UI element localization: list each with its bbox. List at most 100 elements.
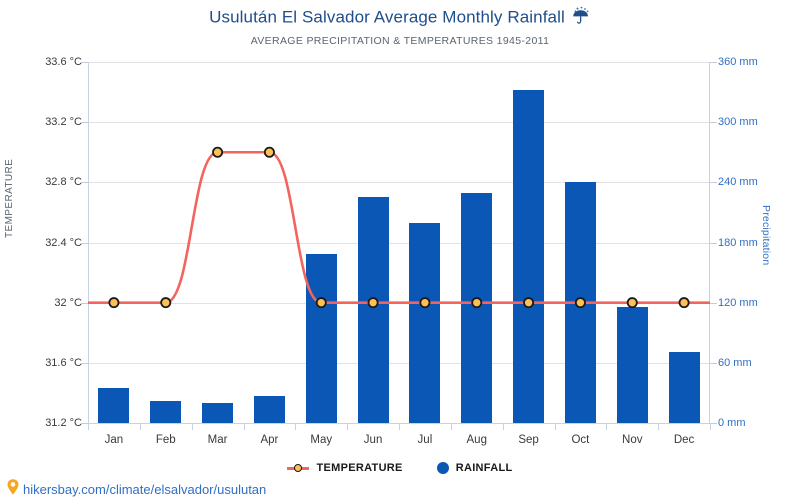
plot-area: Jan Feb Mar Apr May Jun Jul Aug Sep Oct Nov Dec	[88, 62, 711, 446]
legend-label-temperature: TEMPERATURE	[316, 462, 403, 474]
gridline	[88, 122, 710, 124]
right-axis-tick-label: 240 mm	[718, 176, 758, 189]
x-axis-label-apr: Apr	[260, 434, 279, 446]
x-axis-label-aug: Aug	[466, 434, 487, 446]
tick-mark	[81, 362, 88, 364]
x-axis-label-jul: Jul	[417, 434, 433, 446]
right-axis-line	[709, 62, 710, 423]
x-axis-label-sep: Sep	[518, 434, 539, 446]
chart-title-text: Usulután El Salvador Average Monthly Rai…	[209, 7, 565, 27]
temperature-point-aug[interactable]	[471, 297, 483, 309]
temperature-point-mar[interactable]	[212, 146, 224, 158]
temperature-point-jun[interactable]	[367, 297, 379, 309]
bar-nov[interactable]	[616, 306, 648, 423]
right-axis-tick-label: 360 mm	[718, 56, 758, 68]
x-tick-mark	[295, 423, 297, 430]
tick-mark	[710, 62, 717, 63]
left-axis-title: TEMPERATURE	[4, 158, 15, 238]
tick-mark	[81, 242, 88, 244]
left-axis-tick-label: 32 °C	[54, 296, 82, 309]
x-tick-mark	[502, 423, 504, 430]
x-tick-mark	[88, 423, 89, 430]
x-tick-mark	[399, 423, 400, 430]
bar-feb[interactable]	[150, 400, 182, 423]
left-axis-tick-label: 33.6 °C	[45, 56, 82, 68]
x-axis-label-jun: Jun	[363, 434, 383, 446]
x-axis-label-feb: Feb	[155, 434, 176, 446]
temperature-point-sep[interactable]	[523, 297, 535, 309]
x-axis-label-jan: Jan	[104, 434, 124, 446]
bar-mar[interactable]	[202, 402, 234, 423]
bar-jun[interactable]	[357, 197, 389, 423]
temperature-point-dec[interactable]	[678, 297, 690, 309]
x-axis-label-nov: Nov	[622, 434, 643, 446]
x-tick-mark	[243, 423, 245, 430]
tick-mark	[710, 182, 717, 184]
tick-mark	[81, 122, 88, 124]
x-axis-label-dec: Dec	[673, 434, 695, 446]
tick-mark	[81, 423, 88, 424]
left-axis-tick-label: 33.2 °C	[45, 116, 82, 129]
temperature-point-jan[interactable]	[108, 297, 120, 309]
source-link[interactable]: hikersbay.com/climate/elsalvador/usuluta…	[23, 482, 267, 497]
line-series-temperature	[88, 146, 710, 309]
x-tick-mark	[347, 423, 349, 430]
x-tick-mark	[606, 423, 608, 430]
x-tick-mark	[191, 423, 193, 430]
tick-mark	[81, 182, 88, 184]
bar-jul[interactable]	[409, 223, 441, 423]
x-tick-mark	[139, 423, 141, 430]
chart-title: Usulután El Salvador Average Monthly Rai…	[0, 6, 800, 29]
temperature-marker-icon	[287, 462, 310, 474]
temperature-point-jul[interactable]	[419, 297, 431, 309]
temperature-point-apr[interactable]	[263, 146, 275, 158]
gridline	[88, 62, 710, 63]
tick-mark	[81, 62, 88, 63]
left-axis-tick-label: 31.2 °C	[45, 417, 82, 429]
temperature-line	[113, 150, 685, 304]
temperature-point-may[interactable]	[315, 297, 327, 309]
bar-jan[interactable]	[98, 387, 130, 423]
bar-aug[interactable]	[461, 193, 493, 423]
chart-subtitle: AVERAGE PRECIPITATION & TEMPERATURES 194…	[250, 35, 550, 47]
temperature-point-feb[interactable]	[160, 297, 172, 309]
legend-item-temperature[interactable]: TEMPERATURE	[287, 462, 402, 474]
rainfall-marker-icon	[436, 462, 449, 474]
left-axis-tick-label: 32.8 °C	[45, 176, 82, 189]
left-axis-line	[88, 62, 89, 423]
legend-item-rainfall[interactable]: RAINFALL	[436, 462, 513, 474]
legend-label-rainfall: RAINFALL	[455, 462, 513, 474]
bar-apr[interactable]	[253, 395, 285, 423]
tick-mark	[710, 302, 717, 304]
right-axis-tick-label: 180 mm	[718, 236, 758, 249]
tick-mark	[710, 122, 717, 124]
bar-dec[interactable]	[668, 351, 700, 423]
right-axis-tick-label: 300 mm	[718, 116, 758, 129]
x-axis-label-may: May	[310, 434, 333, 446]
x-tick-mark	[554, 423, 556, 430]
tick-mark	[710, 242, 717, 244]
x-tick-mark	[710, 423, 711, 430]
right-axis-tick-label: 120 mm	[718, 296, 758, 309]
tick-mark	[81, 302, 88, 304]
gridline	[88, 242, 710, 244]
bar-may[interactable]	[305, 253, 337, 423]
chart-legend: TEMPERATURE RAINFALL	[0, 462, 800, 474]
x-axis-label-oct: Oct	[571, 434, 590, 446]
bar-sep[interactable]	[513, 90, 545, 423]
gridline	[88, 362, 710, 364]
source-footer[interactable]: hikersbay.com/climate/elsalvador/usuluta…	[6, 478, 266, 501]
x-tick-mark	[658, 423, 660, 430]
map-pin-icon	[6, 478, 20, 501]
x-tick-mark	[450, 423, 452, 430]
temperature-point-nov[interactable]	[626, 297, 638, 309]
gridline	[88, 182, 710, 184]
right-axis-tick-label: 60 mm	[718, 356, 752, 369]
temperature-point-oct[interactable]	[574, 297, 586, 309]
right-axis-tick-label: 0 mm	[718, 417, 746, 429]
tick-mark	[710, 423, 717, 424]
right-axis-title: Precipitation	[760, 205, 772, 266]
left-axis-tick-label: 32.4 °C	[45, 236, 82, 249]
tick-mark	[710, 362, 717, 364]
